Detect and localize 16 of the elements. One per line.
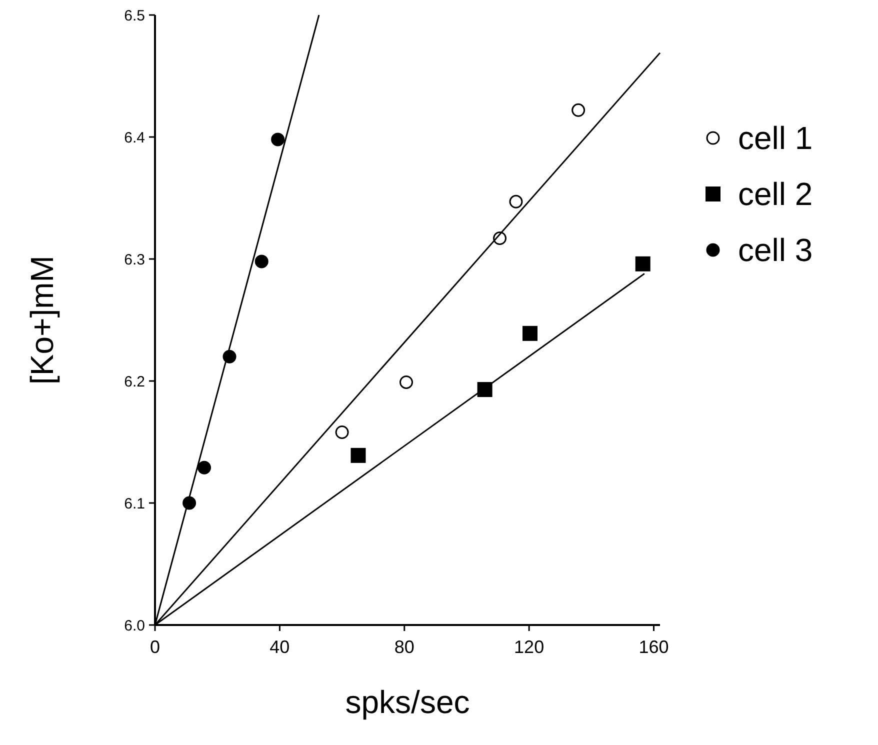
x-tick-label: 80 <box>394 637 414 657</box>
legend-label: cell 3 <box>738 232 813 268</box>
y-tick-label: 6.5 <box>124 7 145 24</box>
y-tick-label: 6.2 <box>124 373 145 390</box>
x-tick-label: 0 <box>150 637 160 657</box>
y-tick-label: 6.1 <box>124 495 145 512</box>
x-axis-title: spks/sec <box>345 684 470 720</box>
y-tick-label: 6.3 <box>124 251 145 268</box>
x-tick-label: 160 <box>638 637 669 657</box>
x-tick-label: 40 <box>270 637 290 657</box>
legend-label: cell 2 <box>738 176 813 212</box>
y-tick-label: 6.0 <box>124 617 145 634</box>
x-tick-label: 120 <box>514 637 544 657</box>
legend-label: cell 1 <box>738 120 813 156</box>
y-axis-title: [Ko+]mM <box>24 256 60 384</box>
y-tick-label: 6.4 <box>124 129 145 146</box>
